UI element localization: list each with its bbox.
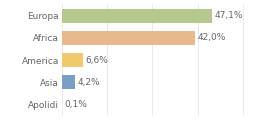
Text: 4,2%: 4,2% <box>78 78 100 87</box>
Bar <box>62 75 75 89</box>
Text: 42,0%: 42,0% <box>198 33 226 42</box>
Bar <box>62 31 195 45</box>
Bar <box>62 9 212 23</box>
Bar <box>62 53 83 67</box>
Text: 47,1%: 47,1% <box>214 11 243 20</box>
Text: 0,1%: 0,1% <box>64 100 87 109</box>
Text: 6,6%: 6,6% <box>85 55 108 65</box>
